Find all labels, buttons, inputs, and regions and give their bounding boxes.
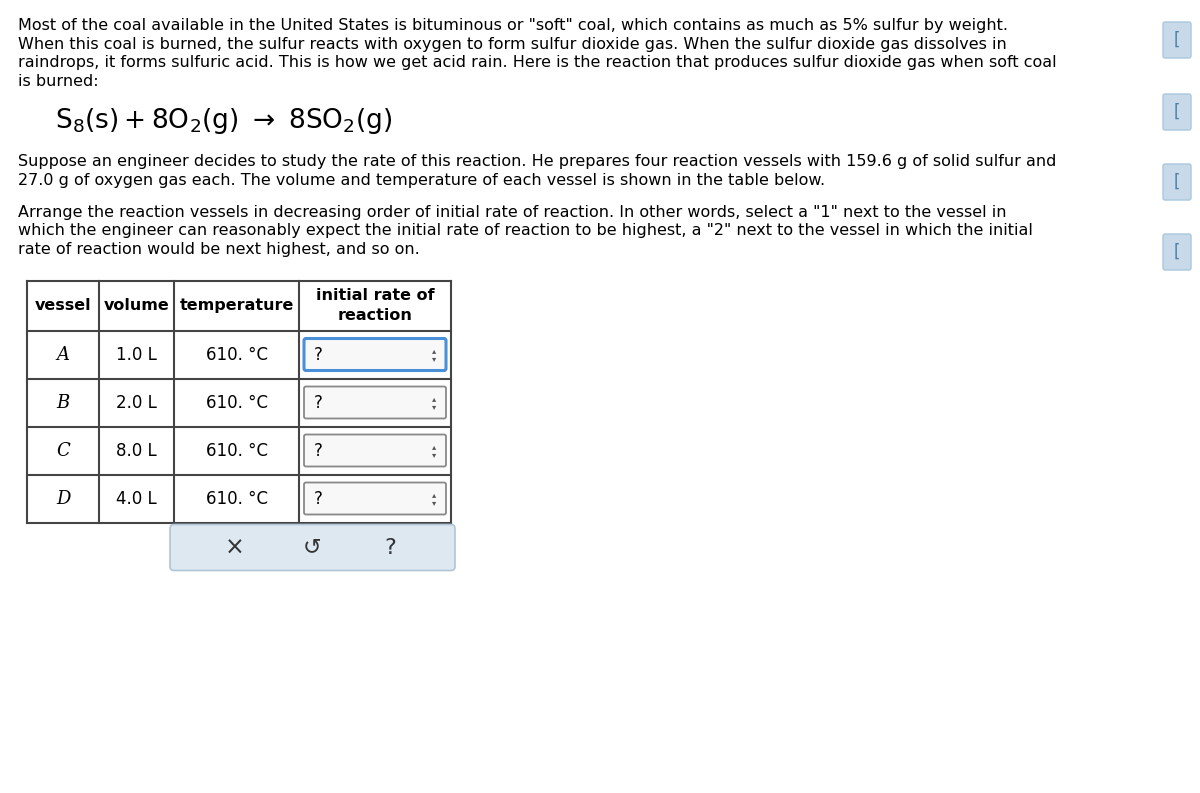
Text: [: [: [1174, 173, 1181, 191]
FancyBboxPatch shape: [1163, 164, 1190, 200]
FancyBboxPatch shape: [304, 435, 446, 466]
Text: 4.0 L: 4.0 L: [116, 489, 157, 508]
Text: ▾: ▾: [432, 498, 436, 507]
Text: which the engineer can reasonably expect the initial rate of reaction to be high: which the engineer can reasonably expect…: [18, 224, 1033, 239]
Text: 2.0 L: 2.0 L: [116, 393, 157, 412]
Text: A: A: [56, 346, 70, 363]
Text: ×: ×: [226, 535, 245, 560]
Text: B: B: [56, 393, 70, 412]
Text: ?: ?: [384, 538, 396, 557]
Text: ?: ?: [314, 346, 323, 363]
Text: 8.0 L: 8.0 L: [116, 442, 157, 459]
Text: 610. °C: 610. °C: [205, 489, 268, 508]
Text: initial rate of
reaction: initial rate of reaction: [316, 288, 434, 323]
Text: raindrops, it forms sulfuric acid. This is how we get acid rain. Here is the rea: raindrops, it forms sulfuric acid. This …: [18, 55, 1057, 70]
FancyBboxPatch shape: [170, 524, 455, 570]
Text: ▾: ▾: [432, 402, 436, 411]
Text: 27.0 g of oxygen gas each. The volume and temperature of each vessel is shown in: 27.0 g of oxygen gas each. The volume an…: [18, 173, 826, 187]
Text: ▴: ▴: [432, 394, 436, 403]
Text: 610. °C: 610. °C: [205, 442, 268, 459]
Text: $\mathregular{S_8(s)+8O_2(g)\ \rightarrow\ 8SO_2(g)}$: $\mathregular{S_8(s)+8O_2(g)\ \rightarro…: [55, 106, 392, 136]
Text: [: [: [1174, 31, 1181, 49]
Text: Most of the coal available in the United States is bituminous or "soft" coal, wh: Most of the coal available in the United…: [18, 18, 1008, 33]
Text: Arrange the reaction vessels in decreasing order of initial rate of reaction. In: Arrange the reaction vessels in decreasi…: [18, 205, 1007, 220]
FancyBboxPatch shape: [1163, 234, 1190, 270]
Text: is burned:: is burned:: [18, 74, 98, 89]
Text: 1.0 L: 1.0 L: [116, 346, 157, 363]
FancyBboxPatch shape: [304, 386, 446, 419]
Text: 610. °C: 610. °C: [205, 393, 268, 412]
Text: ?: ?: [314, 489, 323, 508]
Text: rate of reaction would be next highest, and so on.: rate of reaction would be next highest, …: [18, 242, 420, 257]
Text: ?: ?: [314, 442, 323, 459]
FancyBboxPatch shape: [304, 339, 446, 370]
Text: temperature: temperature: [179, 298, 294, 313]
Text: ▴: ▴: [432, 490, 436, 499]
Text: D: D: [56, 489, 70, 508]
Text: Suppose an engineer decides to study the rate of this reaction. He prepares four: Suppose an engineer decides to study the…: [18, 154, 1056, 169]
Text: ↺: ↺: [304, 538, 322, 557]
Text: [: [: [1174, 243, 1181, 261]
Text: ▴: ▴: [432, 346, 436, 355]
Text: ▴: ▴: [432, 442, 436, 451]
FancyBboxPatch shape: [1163, 94, 1190, 130]
Text: vessel: vessel: [35, 298, 91, 313]
Text: ▾: ▾: [432, 354, 436, 363]
Text: ▾: ▾: [432, 450, 436, 459]
Text: [: [: [1174, 103, 1181, 121]
FancyBboxPatch shape: [304, 482, 446, 515]
FancyBboxPatch shape: [1163, 22, 1190, 58]
Text: volume: volume: [103, 298, 169, 313]
Text: When this coal is burned, the sulfur reacts with oxygen to form sulfur dioxide g: When this coal is burned, the sulfur rea…: [18, 36, 1007, 52]
Text: ?: ?: [314, 393, 323, 412]
Text: 610. °C: 610. °C: [205, 346, 268, 363]
Text: C: C: [56, 442, 70, 459]
